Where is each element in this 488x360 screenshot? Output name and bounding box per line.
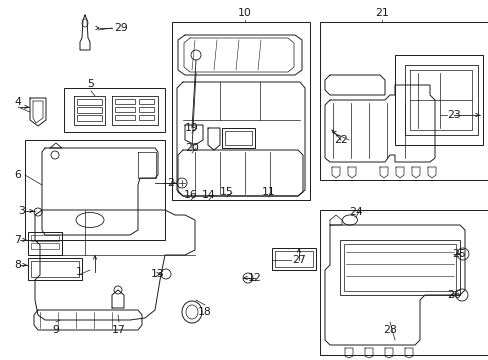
Bar bbox=[319, 22, 488, 180]
Text: 20: 20 bbox=[184, 143, 199, 153]
Bar bbox=[139, 99, 154, 104]
Bar bbox=[31, 235, 59, 241]
Text: 12: 12 bbox=[247, 273, 262, 283]
Bar bbox=[394, 55, 482, 145]
Text: 14: 14 bbox=[202, 190, 215, 200]
Text: 10: 10 bbox=[238, 8, 251, 18]
Text: 24: 24 bbox=[348, 207, 362, 217]
Bar bbox=[115, 107, 135, 112]
Text: 4: 4 bbox=[15, 97, 21, 107]
Bar bbox=[339, 240, 459, 295]
Bar bbox=[139, 107, 154, 112]
Bar bbox=[222, 128, 254, 148]
Text: 21: 21 bbox=[374, 8, 388, 18]
Bar bbox=[77, 115, 102, 121]
Text: 2: 2 bbox=[167, 178, 174, 188]
Bar bbox=[139, 115, 154, 120]
Text: 5: 5 bbox=[87, 79, 94, 89]
Text: 26: 26 bbox=[446, 290, 460, 300]
Bar bbox=[28, 232, 62, 255]
Text: 27: 27 bbox=[291, 255, 305, 265]
Bar bbox=[28, 258, 82, 280]
Text: 13: 13 bbox=[151, 269, 164, 279]
Text: 1: 1 bbox=[76, 267, 82, 277]
Bar bbox=[64, 88, 164, 132]
Text: 23: 23 bbox=[446, 110, 460, 120]
Text: 19: 19 bbox=[185, 123, 199, 133]
Bar bbox=[31, 243, 59, 249]
Text: 22: 22 bbox=[333, 135, 347, 145]
Bar bbox=[271, 248, 315, 270]
Text: 8: 8 bbox=[15, 260, 21, 270]
Bar bbox=[77, 99, 102, 105]
Bar bbox=[319, 210, 488, 355]
Text: 16: 16 bbox=[184, 190, 198, 200]
Bar bbox=[274, 251, 312, 267]
Bar bbox=[224, 131, 251, 145]
Text: 3: 3 bbox=[19, 206, 25, 216]
Text: 15: 15 bbox=[220, 187, 233, 197]
Bar bbox=[115, 115, 135, 120]
Text: 29: 29 bbox=[114, 23, 128, 33]
Bar bbox=[31, 261, 79, 277]
Text: 18: 18 bbox=[198, 307, 211, 317]
Bar bbox=[172, 22, 309, 200]
Bar bbox=[115, 99, 135, 104]
Text: 25: 25 bbox=[451, 249, 465, 259]
Text: 17: 17 bbox=[112, 325, 125, 335]
Text: 11: 11 bbox=[262, 187, 275, 197]
Text: 9: 9 bbox=[52, 325, 60, 335]
Bar bbox=[343, 244, 455, 291]
Text: 28: 28 bbox=[382, 325, 396, 335]
Text: 6: 6 bbox=[15, 170, 21, 180]
Text: 7: 7 bbox=[15, 235, 21, 245]
Bar bbox=[25, 140, 164, 240]
Bar bbox=[77, 107, 102, 113]
